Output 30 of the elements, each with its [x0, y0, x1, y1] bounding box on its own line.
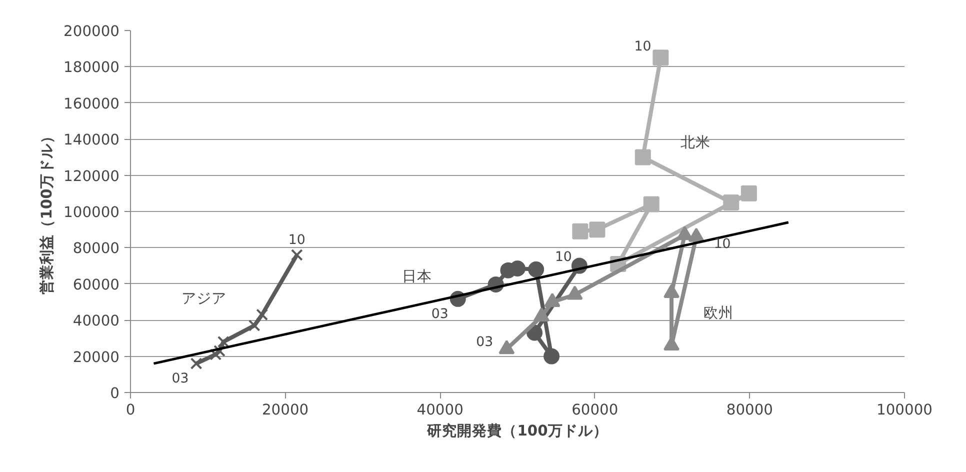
y-tick-label: 0	[110, 385, 120, 402]
annotation: 03	[431, 306, 448, 322]
x-tick-label: 80000	[726, 402, 774, 418]
y-tick-label: 40000	[72, 312, 120, 330]
x-axis-title: 研究開発費（100万ドル）	[426, 422, 608, 440]
y-axis-title: 営業利益（100万ドル）	[38, 128, 56, 294]
x-tick-label: 40000	[416, 402, 464, 418]
x-tick-label: 60000	[572, 402, 618, 418]
annotation: 10	[554, 250, 572, 265]
y-tick-label: 20000	[72, 348, 120, 366]
x-tick-label: 20000	[262, 402, 309, 418]
series-label: アジア	[182, 290, 227, 307]
series-label: 欧州	[704, 304, 734, 322]
annotation: 03	[476, 335, 494, 350]
y-tick-label: 80000	[72, 240, 120, 258]
x-tick-label: 0	[126, 402, 136, 418]
y-tick-label: 120000	[64, 168, 120, 185]
y-tick-label: 200000	[64, 23, 120, 40]
y-tick-label: 180000	[64, 59, 120, 76]
annotation: 10	[634, 40, 652, 55]
series-label: 北米	[680, 134, 711, 152]
y-tick-label: 60000	[72, 276, 120, 294]
y-tick-label: 140000	[64, 132, 120, 149]
series-label: 日本	[402, 268, 432, 286]
annotation: 03	[172, 372, 189, 387]
y-tick-label: 100000	[64, 204, 120, 221]
annotation: 10	[714, 236, 731, 252]
x-tick-label: 100000	[876, 402, 932, 418]
annotation: 10	[288, 232, 306, 248]
y-tick-label: 160000	[64, 95, 120, 112]
